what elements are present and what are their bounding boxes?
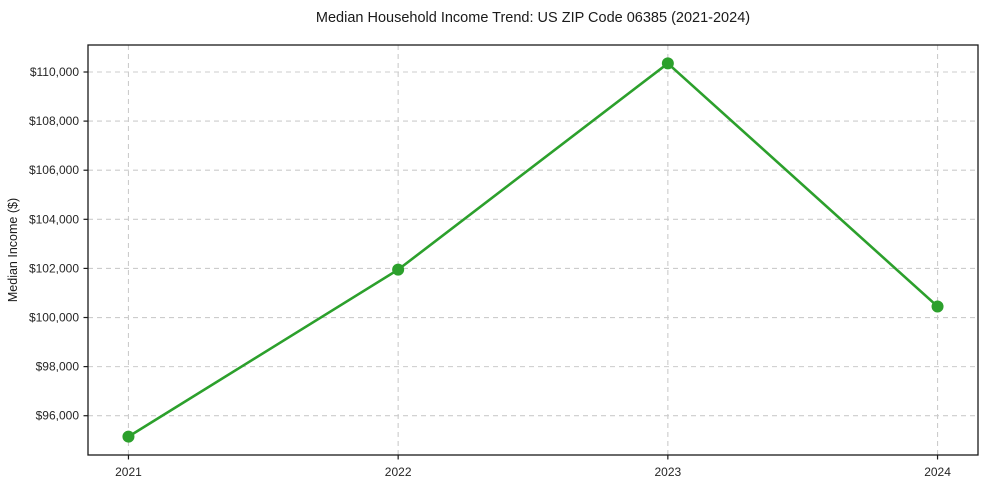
- axes: 2021 2022 2023 2024 $96,000 $98,000 $100,000 $1…: [29, 44, 979, 479]
- gridlines: [88, 45, 978, 455]
- y-tick-label: $106,000: [29, 163, 79, 177]
- x-tick-label: 2021: [115, 465, 142, 479]
- y-tick-label: $96,000: [36, 409, 80, 423]
- y-tick-label: $100,000: [29, 311, 79, 325]
- plot-border: [87, 44, 979, 456]
- x-tick-label: 2022: [385, 465, 412, 479]
- y-axis-label: Median Income ($): [6, 198, 20, 302]
- data-point-marker: [661, 57, 674, 70]
- x-tick-label: 2024: [924, 465, 951, 479]
- y-tick-label: $108,000: [29, 114, 79, 128]
- data-series: [122, 57, 944, 443]
- x-tick-label: 2023: [654, 465, 681, 479]
- y-tick-label: $110,000: [30, 65, 79, 79]
- data-point-marker: [392, 263, 405, 276]
- y-tick-label: $98,000: [36, 360, 80, 374]
- chart-title: Median Household Income Trend: US ZIP Co…: [316, 10, 750, 26]
- y-tick-label: $102,000: [29, 261, 79, 275]
- trend-line: [127, 62, 939, 438]
- data-point-marker: [931, 300, 944, 313]
- y-tick-label: $104,000: [29, 212, 79, 226]
- data-point-marker: [122, 430, 135, 443]
